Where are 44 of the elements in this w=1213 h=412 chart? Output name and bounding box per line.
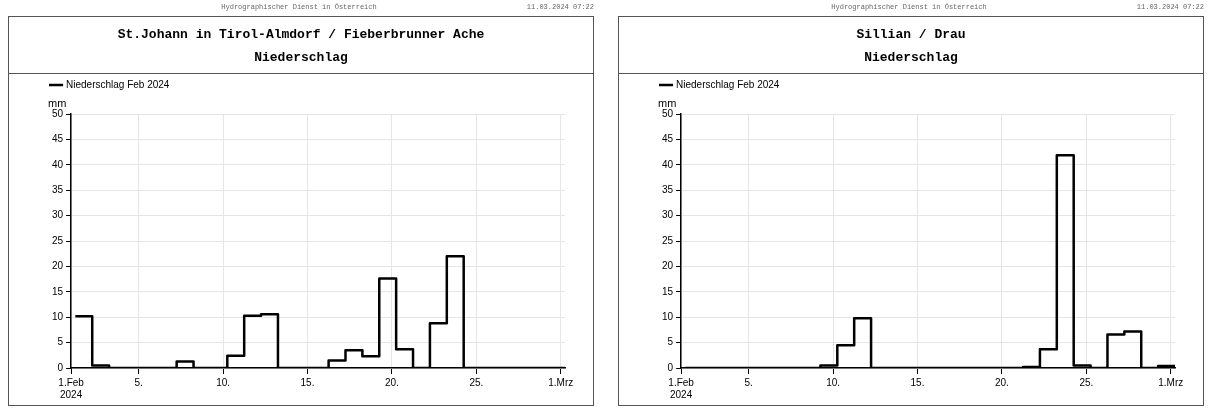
y-axis-title: mm [47, 96, 67, 109]
y-tick-label: 25 [52, 234, 64, 246]
x-tick-label: 5. [744, 376, 753, 388]
x-tick-label: 10. [216, 376, 231, 388]
x-tick-label: 25. [1079, 376, 1094, 388]
x-tick-label: 15. [910, 376, 925, 388]
x-tick-label: 1.Feb 2024 [668, 376, 695, 400]
y-tick-label: 45 [662, 133, 674, 145]
x-tick-label: 25. [469, 376, 484, 388]
y-tick-label: 20 [52, 260, 64, 272]
y-tick-label: 50 [52, 107, 64, 119]
chart-subtitle: Niederschlag [863, 49, 959, 65]
y-tick-label: 5 [667, 336, 674, 348]
y-tick-label: 5 [57, 336, 64, 348]
y-tick-label: 35 [52, 183, 64, 195]
y-tick-label: 30 [52, 209, 64, 221]
x-tick-label: 1.Mrz [548, 376, 574, 388]
y-tick-label: 35 [662, 183, 674, 195]
y-tick-label: 10 [52, 310, 64, 322]
y-tick-label: 0 [667, 361, 674, 373]
y-tick-label: 15 [662, 285, 674, 297]
x-tick-label: 5. [134, 376, 143, 388]
x-tick-label: 10. [826, 376, 841, 388]
x-tick-label: 1.Feb 2024 [58, 376, 85, 400]
legend-label: Niederschlag Feb 2024 [676, 78, 780, 90]
y-tick-label: 50 [662, 107, 674, 119]
legend-label: Niederschlag Feb 2024 [66, 78, 170, 90]
y-tick-label: 15 [52, 285, 64, 297]
chart-subtitle: Niederschlag [253, 49, 349, 65]
chart-title: Sillian / Drau [855, 26, 967, 42]
y-tick-label: 0 [57, 361, 64, 373]
y-tick-label: 20 [662, 260, 674, 272]
y-tick-label: 10 [662, 310, 674, 322]
x-tick-label: 1.Mrz [1158, 376, 1184, 388]
y-tick-label: 40 [662, 158, 674, 170]
y-tick-label: 30 [662, 209, 674, 221]
y-tick-label: 25 [662, 234, 674, 246]
x-tick-label: 15. [300, 376, 315, 388]
y-tick-label: 45 [52, 133, 64, 145]
x-tick-label: 20. [994, 376, 1009, 388]
x-tick-label: 20. [384, 376, 399, 388]
chart-title: St.Johann in Tirol-Almdorf / Fieberbrunner Ache [116, 26, 486, 42]
y-tick-label: 40 [52, 158, 64, 170]
y-axis-title: mm [657, 96, 677, 109]
